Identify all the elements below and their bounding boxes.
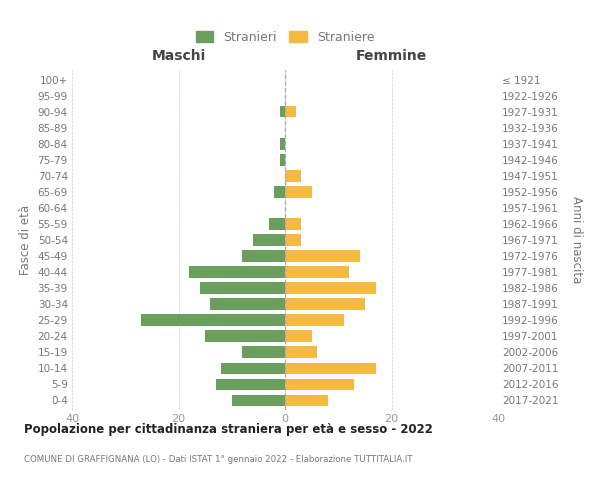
Bar [285, 282, 376, 294]
Bar [280, 106, 285, 118]
Bar [280, 154, 285, 166]
Bar [211, 298, 285, 310]
Legend: Stranieri, Straniere: Stranieri, Straniere [193, 28, 377, 46]
Bar [285, 314, 344, 326]
Bar [216, 378, 285, 390]
Bar [285, 106, 296, 118]
Bar [242, 250, 285, 262]
Bar [285, 186, 311, 198]
Bar [274, 186, 285, 198]
Bar [269, 218, 285, 230]
Bar [189, 266, 285, 278]
Text: Femmine: Femmine [356, 49, 427, 63]
Bar [285, 170, 301, 181]
Bar [285, 362, 376, 374]
Text: COMUNE DI GRAFFIGNANA (LO) - Dati ISTAT 1° gennaio 2022 - Elaborazione TUTTITALI: COMUNE DI GRAFFIGNANA (LO) - Dati ISTAT … [24, 455, 413, 464]
Bar [200, 282, 285, 294]
Text: Popolazione per cittadinanza straniera per età e sesso - 2022: Popolazione per cittadinanza straniera p… [24, 422, 433, 436]
Bar [285, 250, 359, 262]
Y-axis label: Fasce di età: Fasce di età [19, 205, 32, 275]
Bar [242, 346, 285, 358]
Bar [285, 330, 311, 342]
Bar [285, 298, 365, 310]
Bar [285, 394, 328, 406]
Bar [285, 378, 354, 390]
Bar [253, 234, 285, 246]
Bar [205, 330, 285, 342]
Bar [232, 394, 285, 406]
Y-axis label: Anni di nascita: Anni di nascita [570, 196, 583, 284]
Bar [285, 218, 301, 230]
Bar [285, 346, 317, 358]
Bar [280, 138, 285, 149]
Bar [285, 234, 301, 246]
Bar [285, 266, 349, 278]
Bar [221, 362, 285, 374]
Bar [141, 314, 285, 326]
Text: Maschi: Maschi [151, 49, 206, 63]
